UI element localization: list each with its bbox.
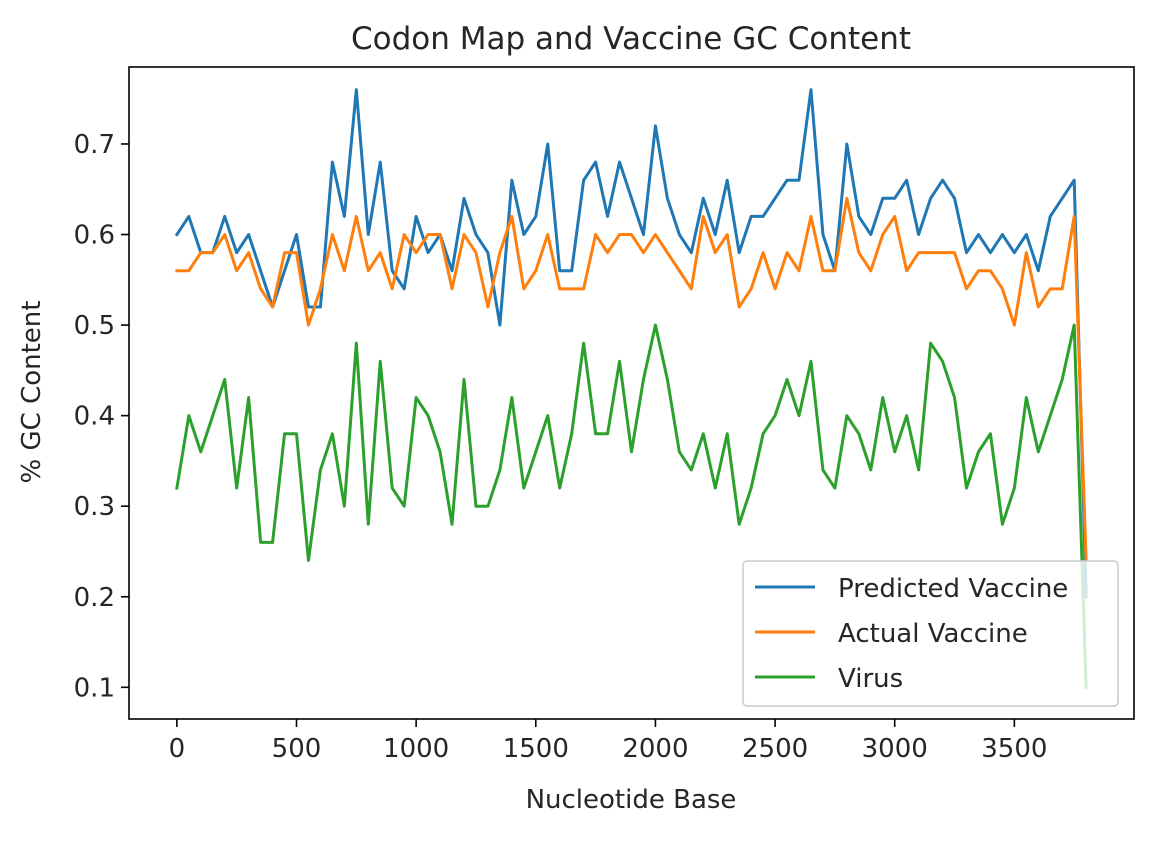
y-tick-label: 0.6 — [74, 221, 115, 251]
x-tick-label: 3000 — [862, 734, 928, 764]
y-tick-label: 0.2 — [74, 583, 115, 613]
legend-label-actual-vaccine: Actual Vaccine — [838, 619, 1028, 649]
x-tick-label: 1000 — [383, 734, 449, 764]
y-axis: 0.1 0.2 0.3 0.4 0.5 0.6 0.7 — [74, 130, 129, 703]
plot-frame — [128, 66, 1135, 720]
series-layer — [174, 88, 1088, 689]
legend: Predicted Vaccine Actual Vaccine Virus — [742, 560, 1119, 707]
chart-title: Codon Map and Vaccine GC Content — [351, 21, 911, 57]
y-tick-label: 0.1 — [74, 673, 115, 703]
x-tick-label: 1500 — [503, 734, 569, 764]
x-tick-label: 0 — [169, 734, 186, 764]
legend-entry-virus: Virus — [755, 664, 903, 694]
x-tick-label: 500 — [272, 734, 322, 764]
x-axis: 0 500 1000 1500 2000 2500 3000 3500 — [169, 719, 1047, 764]
legend-box — [742, 560, 1119, 707]
legend-entry-actual-vaccine: Actual Vaccine — [755, 619, 1028, 649]
legend-label-virus: Virus — [838, 664, 903, 694]
plot-area — [128, 66, 1135, 720]
y-tick-label: 0.7 — [74, 130, 115, 160]
y-tick-label: 0.3 — [74, 492, 115, 522]
y-tick-label: 0.4 — [74, 402, 115, 432]
x-tick-label: 3500 — [981, 734, 1047, 764]
legend-label-predicted-vaccine: Predicted Vaccine — [838, 574, 1068, 604]
y-axis-label: % GC Content — [17, 301, 47, 484]
series-line-virus — [175, 323, 1088, 689]
x-tick-label: 2500 — [742, 734, 808, 764]
series-line-actual-vaccine — [175, 196, 1088, 563]
y-tick-label: 0.5 — [74, 311, 115, 341]
x-tick-label: 2000 — [622, 734, 688, 764]
series-line-predicted-vaccine — [174, 88, 1088, 599]
legend-entry-predicted-vaccine: Predicted Vaccine — [755, 574, 1068, 604]
x-axis-label: Nucleotide Base — [526, 785, 737, 815]
